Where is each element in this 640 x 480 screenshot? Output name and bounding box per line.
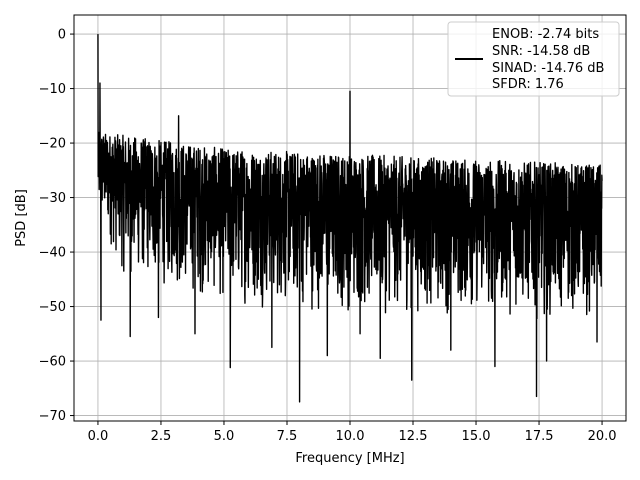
y-tick-label: −10 [39,82,66,97]
y-axis: 0 −10 −20 −30 −40 −50 −60 −70 [39,28,74,424]
y-tick-label: 0 [58,28,66,43]
y-tick-label: −20 [39,137,66,152]
legend-line-enob: ENOB: -2.74 bits [492,27,599,42]
legend-box [447,21,620,97]
x-tick-label: 0.0 [88,429,109,444]
x-tick-label: 15.0 [462,429,491,444]
legend-line-snr: SNR: -14.58 dB [492,44,590,59]
y-tick-label: −70 [39,409,66,424]
legend-line-sfdr: SFDR: 1.76 [492,77,564,92]
psd-line [97,34,603,403]
y-tick-label: −40 [39,246,66,261]
series-psd [97,34,603,403]
x-tick-label: 7.5 [277,429,298,444]
y-axis-label: PSD [dB] [14,189,29,247]
x-axis: 0.0 2.5 5.0 7.5 10.0 12.5 15.0 17.5 20.0 [88,421,617,444]
x-tick-label: 12.5 [399,429,428,444]
legend-line-sinad: SINAD: -14.76 dB [492,61,604,76]
x-tick-label: 2.5 [151,429,172,444]
x-tick-label: 10.0 [336,429,365,444]
y-tick-label: −50 [39,300,66,315]
y-tick-label: −60 [39,355,66,370]
x-tick-label: 17.5 [525,429,554,444]
legend: ENOB: -2.74 bits SNR: -14.58 dB SINAD: -… [447,21,620,97]
y-tick-label: −30 [39,191,66,206]
x-tick-label: 20.0 [588,429,617,444]
x-tick-label: 5.0 [214,429,235,444]
x-axis-label: Frequency [MHz] [295,451,404,466]
